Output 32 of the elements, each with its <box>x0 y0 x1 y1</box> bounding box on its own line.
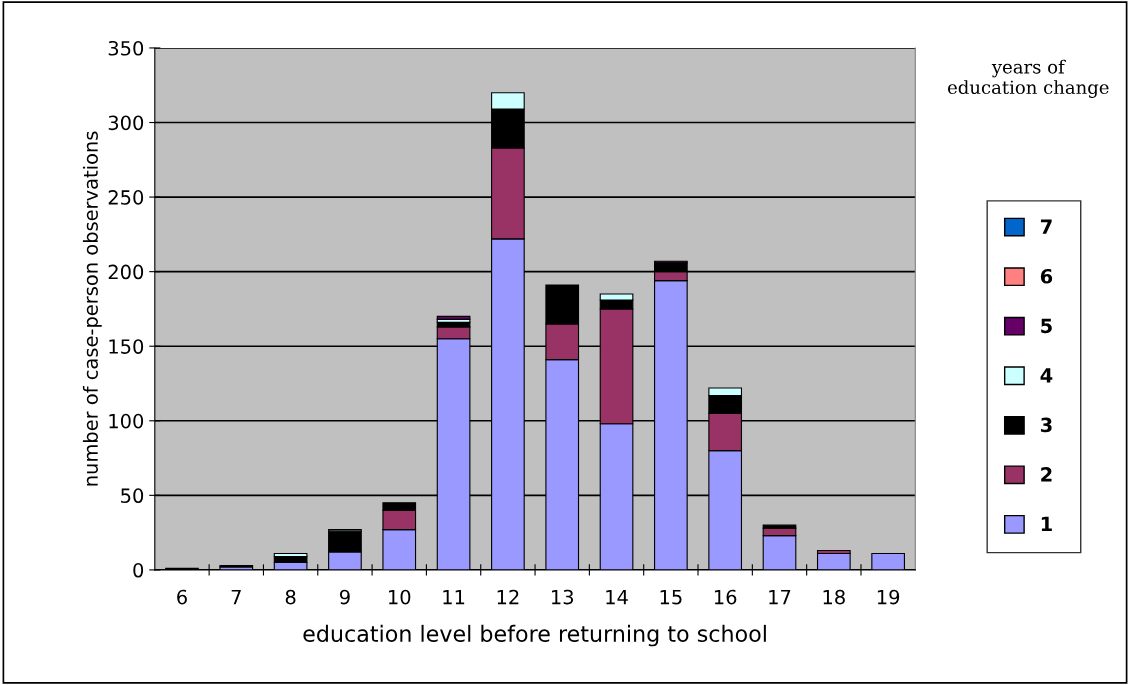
x-tick-label: 7 <box>231 589 241 605</box>
y-tick-label: 200 <box>108 264 144 280</box>
x-tick-label: 14 <box>606 589 628 605</box>
y-tick-label: 150 <box>109 339 144 354</box>
x-tick-label: 6 <box>177 589 187 605</box>
y-tick-label: 100 <box>109 413 144 429</box>
legend-title: years of education change <box>948 59 1109 98</box>
x-tick-label: 18 <box>823 589 845 605</box>
legend-label: 2 <box>1041 467 1052 482</box>
x-tick-label: 11 <box>443 589 465 605</box>
x-tick-label: 15 <box>660 589 682 605</box>
x-tick-label: 12 <box>497 589 519 605</box>
x-tick-label: 19 <box>877 589 900 605</box>
y-tick-label: 300 <box>108 115 144 131</box>
x-tick-label: 13 <box>551 589 574 605</box>
y-axis-title: number of case-person observations <box>82 131 102 486</box>
legend-label: 6 <box>1040 268 1053 284</box>
legend-label: 1 <box>1041 516 1052 532</box>
legend-label: 7 <box>1040 219 1052 234</box>
x-tick-label: 9 <box>339 589 350 605</box>
y-tick-label: 50 <box>121 488 144 504</box>
x-tick-label: 16 <box>714 589 737 605</box>
y-tick-label: 250 <box>108 190 144 205</box>
y-tick-label: 0 <box>133 562 144 578</box>
legend-label: 3 <box>1040 417 1052 433</box>
x-tick-label: 8 <box>285 589 296 605</box>
y-tick-label: 350 <box>108 40 144 56</box>
legend-label: 4 <box>1040 368 1053 383</box>
legend-label: 5 <box>1041 318 1052 334</box>
x-tick-label: 17 <box>769 589 791 605</box>
x-tick-label: 10 <box>389 589 411 605</box>
x-axis-title: education level before returning to school <box>303 624 766 647</box>
